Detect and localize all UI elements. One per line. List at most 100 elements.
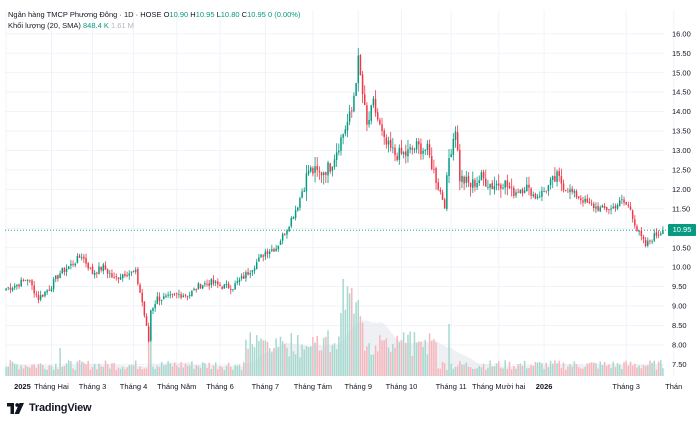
- candle-body: [109, 273, 111, 275]
- candle-body: [523, 190, 526, 193]
- time-tick-label: Tháng 7: [252, 382, 280, 391]
- candle-body: [387, 140, 390, 145]
- candle-body: [351, 110, 353, 112]
- candle-body: [214, 281, 217, 283]
- volume-bar: [247, 348, 249, 376]
- candle-body: [72, 264, 74, 265]
- volume-bar: [145, 368, 148, 376]
- time-tick-label: Tháng 6: [206, 382, 234, 391]
- volume-bar: [124, 369, 126, 376]
- volume-bar: [288, 356, 290, 376]
- volume-bar: [57, 369, 59, 376]
- volume-bar: [562, 362, 565, 376]
- volume-bar: [439, 368, 442, 376]
- volume-bar: [232, 369, 234, 376]
- volume-bar: [461, 364, 463, 376]
- candle-body: [580, 198, 582, 200]
- candle-body: [526, 184, 528, 192]
- time-axis[interactable]: 2025 Tháng Hai Tháng 3 Tháng 4 Tháng Năm Thán…: [14, 382, 682, 391]
- candle-body: [547, 185, 550, 192]
- volume-bar: [16, 364, 18, 376]
- volume-bar: [83, 362, 85, 376]
- volume-bar: [504, 360, 506, 376]
- tradingview-logo[interactable]: TradingView: [7, 402, 92, 414]
- price-axis[interactable]: 16.00 15.50 15.00 14.50 14.00 13.50 13.00 12.50…: [672, 29, 691, 369]
- price-tick-label: 10.00: [672, 263, 691, 272]
- candle-body: [277, 245, 280, 250]
- candle-body: [16, 284, 18, 287]
- candle-body: [232, 288, 234, 290]
- tradingview-logo-text: TradingView: [29, 402, 92, 414]
- volume-bar: [100, 366, 102, 376]
- volume-bar: [662, 368, 664, 376]
- volume-bar: [610, 368, 612, 376]
- candle-body: [268, 251, 271, 254]
- candle-body: [314, 166, 316, 173]
- volume-bar: [588, 362, 591, 376]
- candle-body: [236, 281, 239, 283]
- candle-body: [251, 270, 254, 273]
- volume-bar: [48, 365, 51, 376]
- volume-bar: [141, 369, 143, 376]
- volume-bar: [629, 361, 632, 376]
- candle-body: [312, 168, 314, 174]
- candle-body: [374, 98, 377, 113]
- volume-bar: [521, 365, 524, 376]
- volume-bar: [208, 362, 210, 376]
- volume-bar: [523, 360, 526, 376]
- volume-bar: [526, 368, 528, 376]
- volume-bar: [472, 368, 474, 376]
- candle-body: [152, 307, 154, 311]
- volume-bar: [197, 365, 200, 376]
- candle-body: [642, 236, 645, 239]
- candle-body: [446, 175, 448, 209]
- volume-bar: [487, 367, 489, 376]
- price-tick-label: 15.50: [672, 49, 691, 58]
- volume-bar: [5, 366, 7, 376]
- tradingview-logo-icon: [7, 402, 24, 414]
- volume-bar: [46, 369, 48, 376]
- candle-body: [318, 170, 321, 172]
- volume-bar: [418, 341, 420, 376]
- volume-bar: [11, 361, 14, 376]
- volume-bar: [160, 361, 163, 376]
- volume-bar: [556, 363, 558, 376]
- volume-bar: [478, 366, 481, 376]
- candle-body: [569, 189, 571, 193]
- volume-bar: [653, 360, 656, 376]
- volume-bar: [482, 364, 485, 376]
- volume-bar: [113, 362, 115, 376]
- open-value: 10.90: [169, 10, 189, 19]
- candle-body: [18, 284, 20, 287]
- candle-body: [124, 273, 126, 276]
- candle-body: [500, 184, 502, 189]
- candle-body: [188, 295, 191, 297]
- volume-bar: [132, 364, 135, 376]
- price-tick-label: 9.00: [672, 302, 687, 311]
- candle-body: [497, 183, 500, 186]
- volume-bar: [510, 369, 513, 376]
- volume-bar: [497, 361, 500, 376]
- volume-bar: [154, 368, 156, 376]
- price-tick-label: 13.00: [672, 146, 691, 155]
- candle-body: [258, 257, 260, 262]
- volume-bar: [258, 341, 260, 376]
- volume-bar: [508, 361, 511, 376]
- candle-body: [519, 190, 522, 194]
- candle-body: [266, 251, 269, 254]
- volume-bar: [547, 367, 550, 376]
- candle-body: [597, 206, 599, 211]
- candle-body: [11, 287, 14, 291]
- time-tick-label: 2025: [14, 382, 31, 391]
- candle-body: [126, 275, 128, 277]
- candle-body: [504, 180, 506, 188]
- last-price-tag: 10.95: [668, 224, 696, 237]
- candle-body: [368, 119, 370, 125]
- volume-bar: [422, 346, 424, 376]
- volume-bar: [450, 363, 452, 376]
- volume-bar: [314, 342, 316, 376]
- candle-body: [381, 124, 383, 131]
- candle-body: [316, 165, 318, 171]
- volume-bar: [616, 362, 619, 376]
